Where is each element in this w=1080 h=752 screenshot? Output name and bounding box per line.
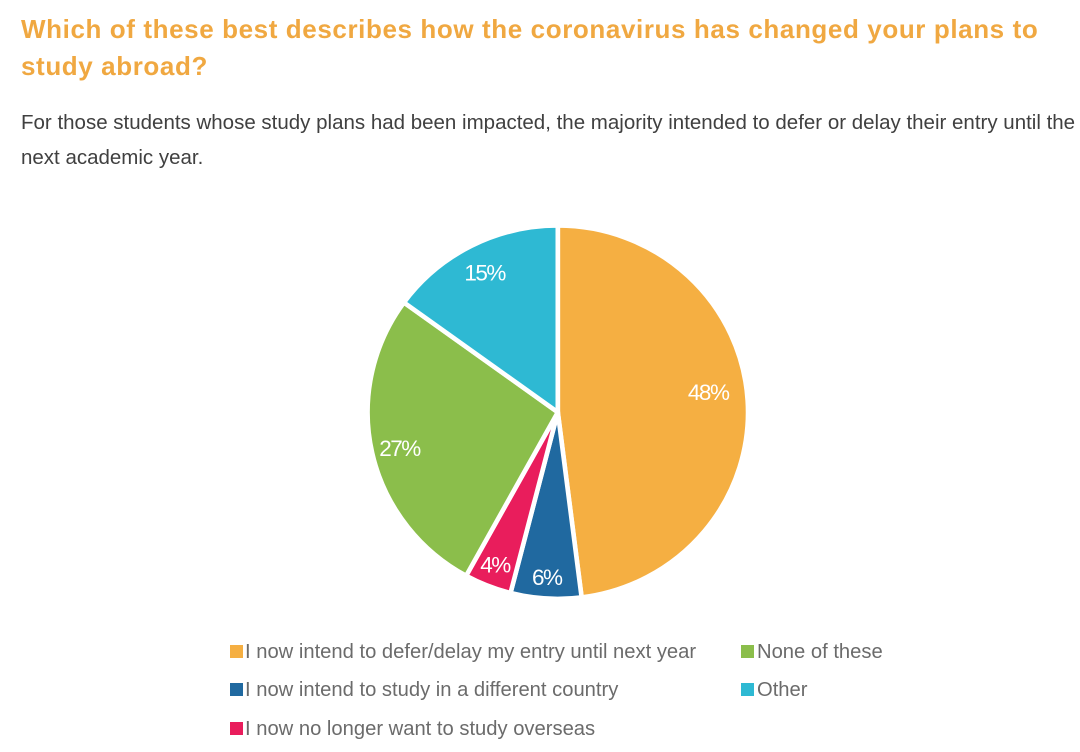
svg-text:6%: 6% <box>532 565 563 590</box>
svg-text:27%: 27% <box>379 436 421 461</box>
svg-text:4%: 4% <box>480 552 511 577</box>
svg-text:48%: 48% <box>688 380 730 405</box>
svg-text:15%: 15% <box>464 260 506 285</box>
